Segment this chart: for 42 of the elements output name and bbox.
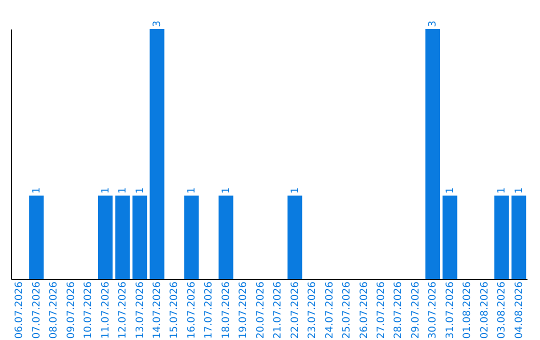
data-label: 3	[428, 20, 439, 27]
x-tick-label: 25.07.2026	[342, 282, 353, 339]
data-label: 1	[514, 187, 525, 194]
x-tick-label: 14.07.2026	[152, 282, 164, 339]
data-label: 1	[134, 187, 146, 194]
data-label: 1	[100, 187, 112, 194]
x-tick-label: 18.07.2026	[220, 282, 232, 339]
x-tick-label: 20.07.2026	[255, 282, 266, 339]
x-tick-label: 03.08.2026	[496, 282, 508, 339]
x-tick-label: 22.07.2026	[290, 282, 301, 339]
x-tick-label: 30.07.2026	[428, 282, 439, 339]
x-tick-label: 06.07.2026	[14, 282, 26, 339]
x-tick-label: 16.07.2026	[186, 282, 198, 339]
data-label: 1	[444, 187, 456, 194]
x-tick-label: 12.07.2026	[118, 282, 129, 339]
x-tick-label: 24.07.2026	[324, 282, 336, 339]
x-tick-label: 29.07.2026	[410, 282, 422, 339]
x-tick-label: 02.08.2026	[479, 282, 490, 339]
data-label: 3	[152, 20, 164, 27]
x-tick-label: 15.07.2026	[169, 282, 180, 339]
x-tick-label: 04.08.2026	[514, 282, 525, 339]
x-tick-label: 07.07.2026	[31, 282, 42, 339]
x-tick-label: 27.07.2026	[376, 282, 387, 339]
x-tick-label: 01.08.2026	[462, 282, 474, 339]
data-label: 1	[220, 187, 232, 194]
x-tick-label: 09.07.2026	[66, 282, 77, 339]
x-tick-label: 26.07.2026	[358, 282, 370, 339]
x-tick-label: 19.07.2026	[238, 282, 250, 339]
x-tick-label: 10.07.2026	[83, 282, 94, 339]
data-label: 1	[496, 187, 508, 194]
data-label: 1	[186, 187, 198, 194]
x-tick-label: 21.07.2026	[272, 282, 284, 339]
x-tick-label: 23.07.2026	[307, 282, 318, 339]
data-label: 1	[290, 187, 301, 194]
x-tick-label: 13.07.2026	[134, 282, 146, 339]
data-label: 1	[118, 187, 129, 194]
data-label: 1	[31, 187, 42, 194]
x-tick-label: 28.07.2026	[393, 282, 404, 339]
x-tick-label: 31.07.2026	[444, 282, 456, 339]
x-tick-label: 17.07.2026	[204, 282, 215, 339]
x-tick-label: 08.07.2026	[48, 282, 60, 339]
x-tick-label: 11.07.2026	[100, 282, 112, 339]
